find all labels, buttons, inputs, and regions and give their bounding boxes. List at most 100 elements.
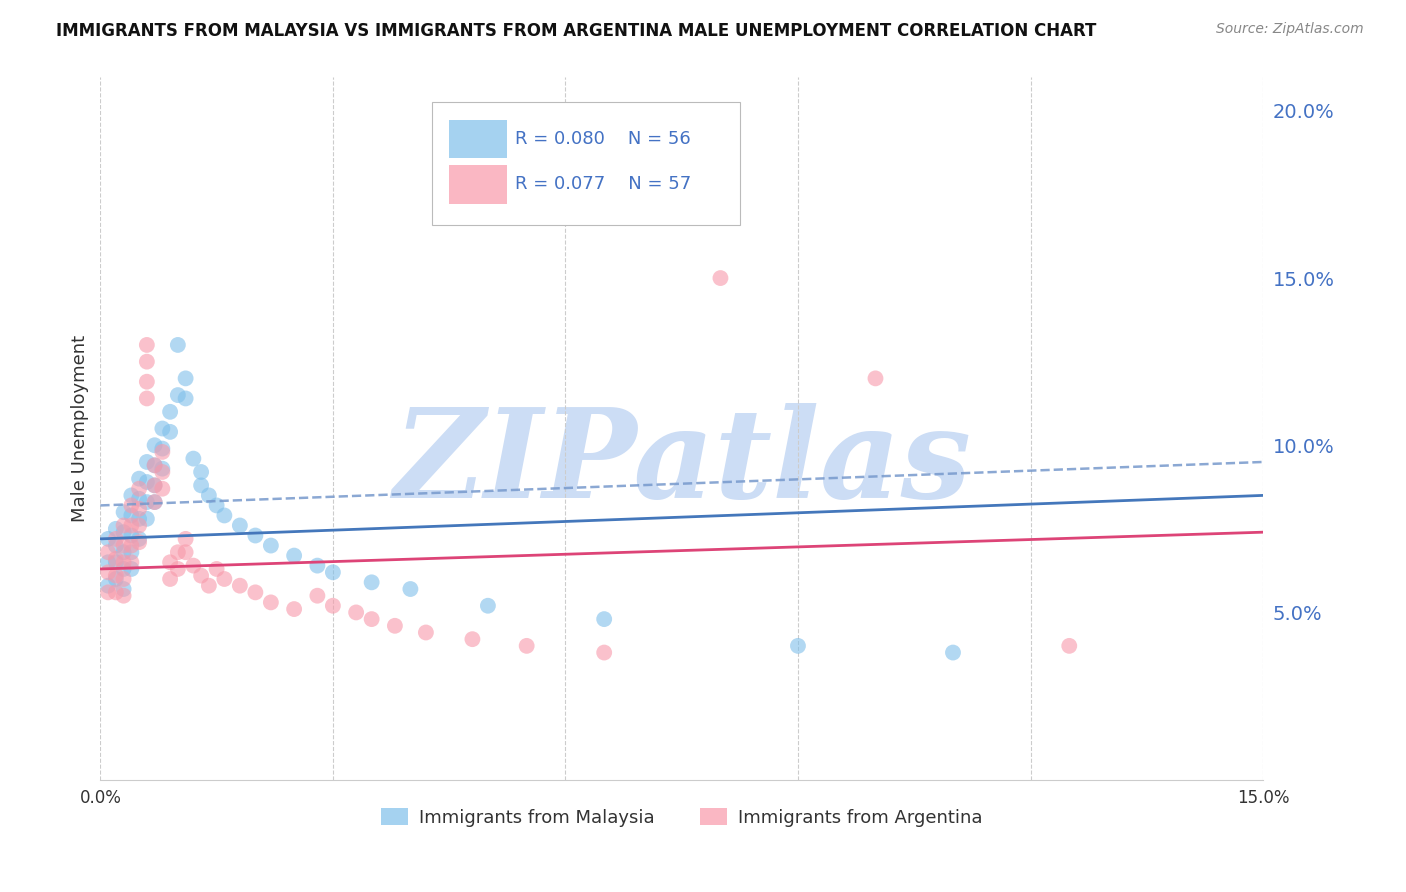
Point	[128, 501, 150, 516]
Point	[128, 491, 150, 506]
Point	[593, 612, 616, 626]
FancyBboxPatch shape	[432, 102, 740, 225]
Point	[322, 566, 344, 580]
Point	[190, 568, 212, 582]
Point	[942, 646, 965, 660]
Point	[344, 606, 367, 620]
Point	[135, 512, 157, 526]
Point	[322, 599, 344, 613]
Point	[150, 421, 173, 435]
Point	[112, 505, 135, 519]
Point	[135, 338, 157, 352]
Point	[120, 545, 142, 559]
Point	[477, 599, 499, 613]
Point	[143, 478, 166, 492]
Point	[128, 472, 150, 486]
Point	[283, 602, 305, 616]
FancyBboxPatch shape	[449, 120, 508, 158]
Point	[135, 495, 157, 509]
Text: Source: ZipAtlas.com: Source: ZipAtlas.com	[1216, 22, 1364, 37]
Point	[97, 555, 120, 569]
Point	[159, 405, 181, 419]
Point	[150, 445, 173, 459]
Point	[190, 465, 212, 479]
Text: ZIPatlas: ZIPatlas	[392, 403, 970, 524]
Point	[516, 639, 538, 653]
Point	[112, 562, 135, 576]
Point	[150, 442, 173, 456]
Point	[360, 575, 382, 590]
Point	[128, 512, 150, 526]
Point	[593, 646, 616, 660]
Point	[112, 589, 135, 603]
Point	[104, 532, 127, 546]
Point	[198, 488, 221, 502]
Legend: Immigrants from Malaysia, Immigrants from Argentina: Immigrants from Malaysia, Immigrants fro…	[374, 800, 990, 834]
Point	[97, 566, 120, 580]
Point	[214, 572, 236, 586]
Point	[120, 539, 142, 553]
Text: IMMIGRANTS FROM MALAYSIA VS IMMIGRANTS FROM ARGENTINA MALE UNEMPLOYMENT CORRELAT: IMMIGRANTS FROM MALAYSIA VS IMMIGRANTS F…	[56, 22, 1097, 40]
Point	[205, 562, 228, 576]
Point	[260, 539, 283, 553]
Point	[174, 545, 197, 559]
Point	[143, 495, 166, 509]
Point	[120, 499, 142, 513]
Point	[399, 582, 422, 596]
Point	[112, 545, 135, 559]
Point	[307, 558, 329, 573]
Point	[120, 488, 142, 502]
Point	[104, 539, 127, 553]
Point	[245, 585, 267, 599]
Point	[135, 455, 157, 469]
Point	[104, 568, 127, 582]
Point	[167, 388, 190, 402]
Y-axis label: Male Unemployment: Male Unemployment	[72, 335, 89, 522]
Point	[112, 582, 135, 596]
Point	[787, 639, 810, 653]
Point	[307, 589, 329, 603]
Point	[143, 495, 166, 509]
Point	[183, 558, 205, 573]
Point	[174, 532, 197, 546]
Point	[229, 579, 252, 593]
Point	[415, 625, 437, 640]
Point	[104, 585, 127, 599]
Point	[104, 555, 127, 569]
Point	[150, 482, 173, 496]
Text: R = 0.077    N = 57: R = 0.077 N = 57	[516, 175, 692, 194]
Point	[104, 522, 127, 536]
Point	[174, 392, 197, 406]
FancyBboxPatch shape	[449, 165, 508, 204]
Point	[120, 518, 142, 533]
Point	[120, 508, 142, 523]
Point	[198, 579, 221, 593]
Point	[112, 525, 135, 540]
Point	[159, 555, 181, 569]
Text: R = 0.080    N = 56: R = 0.080 N = 56	[516, 129, 692, 147]
Point	[183, 451, 205, 466]
Point	[135, 475, 157, 489]
Point	[135, 375, 157, 389]
Point	[120, 562, 142, 576]
Point	[97, 579, 120, 593]
Point	[384, 619, 406, 633]
Point	[159, 425, 181, 439]
Point	[150, 461, 173, 475]
Point	[709, 271, 731, 285]
Point	[128, 482, 150, 496]
Point	[865, 371, 887, 385]
Point	[143, 438, 166, 452]
Point	[461, 632, 484, 647]
Point	[167, 338, 190, 352]
Point	[360, 612, 382, 626]
Point	[143, 458, 166, 473]
Point	[167, 545, 190, 559]
Point	[120, 528, 142, 542]
Point	[120, 555, 142, 569]
Point	[167, 562, 190, 576]
Point	[104, 552, 127, 566]
Point	[143, 458, 166, 473]
Point	[128, 535, 150, 549]
Point	[112, 555, 135, 569]
